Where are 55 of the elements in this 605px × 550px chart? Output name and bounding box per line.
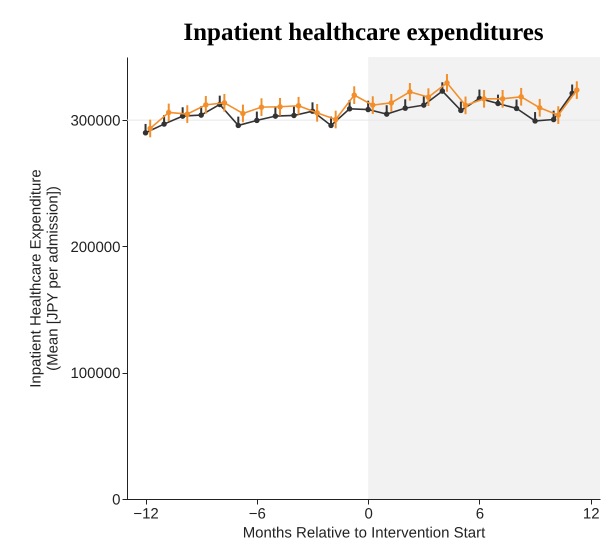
point [142,130,148,136]
point [272,113,278,119]
point [388,100,394,106]
point [426,94,432,100]
point [440,88,446,94]
point [184,111,190,117]
point [332,116,338,122]
point [421,102,427,108]
point [550,116,556,122]
point [532,118,538,124]
y-tick-label: 100000 [70,365,120,382]
chart-title: Inpatient healthcare expenditures [183,19,544,46]
x-tick-label: 0 [364,506,373,522]
point [365,106,371,112]
point [258,104,264,110]
point [203,102,209,108]
point [346,106,352,112]
point [198,112,204,118]
point [351,92,357,98]
point [536,105,542,110]
point [444,80,450,86]
point [481,96,487,102]
point [222,100,228,106]
point [147,126,153,132]
point [240,110,246,116]
point [254,118,260,124]
point [574,87,580,93]
y-tick-label: 200000 [70,238,120,256]
point [514,106,520,112]
point [328,122,334,128]
x-tick-label: 12 [582,506,600,522]
point [236,122,242,128]
x-tick-label: −12 [133,506,159,522]
point [402,105,408,111]
point [291,112,297,118]
point [458,108,464,114]
point [384,111,390,117]
point [518,94,524,100]
point [556,112,562,118]
x-tick-label: −6 [248,506,266,522]
y-axis-title: Inpatient Healthcare Expenditure (Mean [JPY per admission]) [27,169,62,388]
point [277,104,283,110]
point [166,110,172,116]
x-tick-label: 6 [476,506,484,522]
point [370,102,376,108]
y-tick-label: 0 [112,492,120,508]
point [462,102,468,108]
point [500,96,506,102]
point [296,103,302,108]
point [407,89,413,95]
point [314,110,320,116]
y-tick-label: 300000 [70,112,120,130]
point [161,121,167,127]
x-axis-title: Months Relative to Intervention Start [242,524,486,542]
point [495,100,501,106]
